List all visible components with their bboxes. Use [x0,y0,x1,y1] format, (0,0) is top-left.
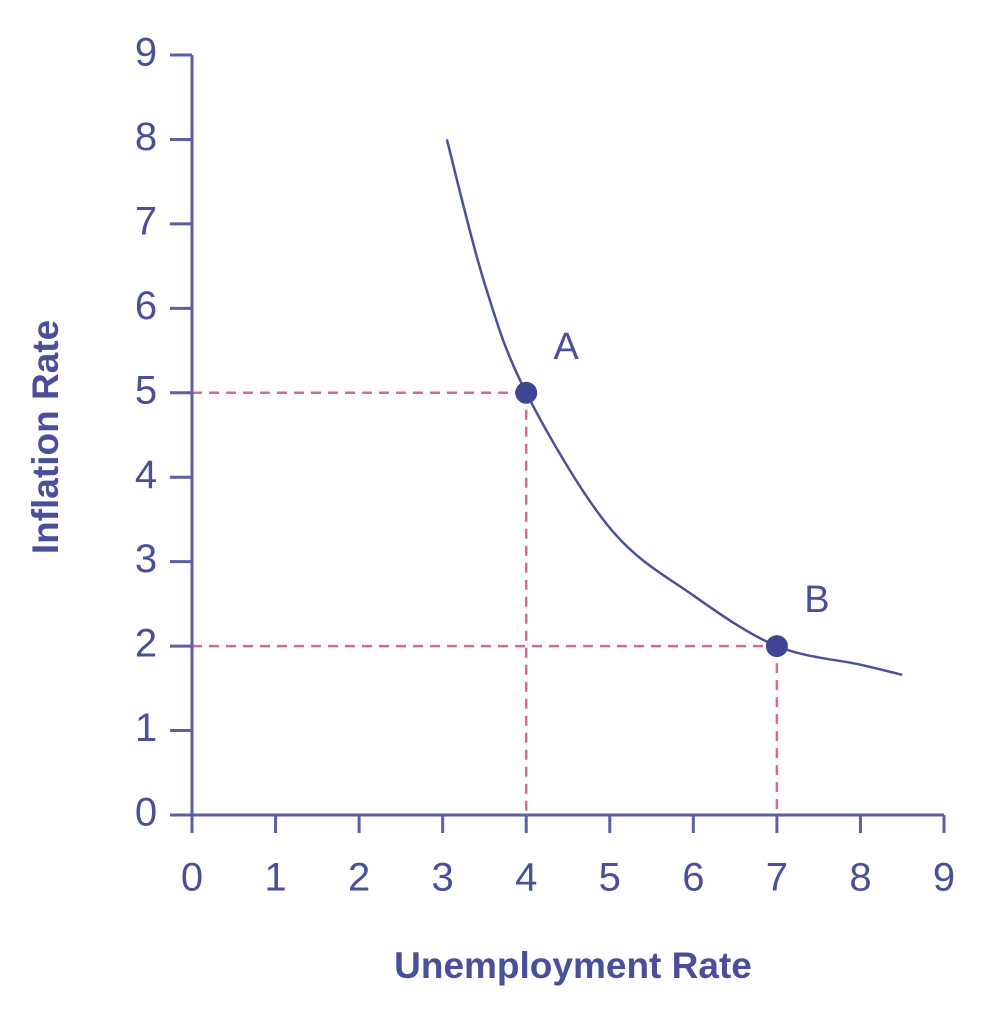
y-tick-label: 1 [135,706,157,750]
y-tick-label: 5 [135,368,157,412]
x-axis-title: Unemployment Rate [394,945,752,986]
point-label: B [804,579,829,621]
x-tick-label: 9 [933,856,955,900]
point [765,635,788,658]
x-tick-label: 2 [348,856,370,900]
y-tick-label: 4 [135,453,157,497]
y-tick-label: 8 [135,115,157,159]
y-tick-label: 0 [135,791,157,835]
y-tick-label: 7 [135,199,157,243]
x-tick-label: 0 [181,856,203,900]
point-label: A [554,326,580,368]
y-tick-label: 3 [135,537,157,581]
x-tick-label: 6 [682,856,704,900]
curve [445,139,903,677]
point [515,381,538,404]
y-tick-label: 2 [135,622,157,666]
x-tick-label: 3 [432,856,454,900]
x-tick-label: 1 [264,856,286,900]
x-tick-label: 8 [849,856,871,900]
y-tick-label: 6 [135,284,157,328]
x-tick-label: 7 [766,856,788,900]
x-tick-label: 4 [515,856,537,900]
x-tick-label: 5 [599,856,621,900]
y-axis-title: Inflation Rate [25,320,66,554]
y-tick-label: 9 [135,31,157,75]
